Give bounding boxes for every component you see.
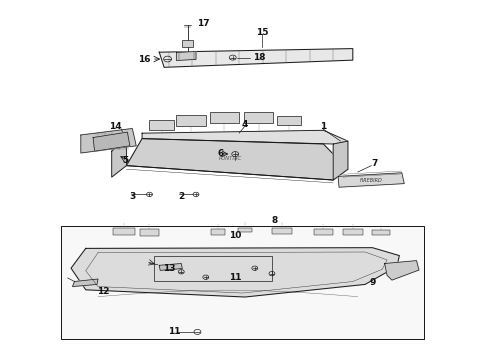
Polygon shape — [159, 49, 353, 67]
Text: 4: 4 — [242, 120, 248, 129]
Bar — [314, 229, 333, 235]
Polygon shape — [81, 129, 136, 153]
Polygon shape — [142, 130, 348, 144]
Polygon shape — [338, 173, 404, 187]
Text: 12: 12 — [97, 287, 109, 296]
Text: 8: 8 — [271, 216, 277, 225]
Polygon shape — [126, 139, 348, 180]
Bar — [210, 112, 239, 123]
Polygon shape — [112, 139, 126, 177]
Text: 15: 15 — [256, 28, 269, 37]
Bar — [277, 116, 301, 125]
Text: 11: 11 — [229, 274, 242, 282]
Bar — [211, 229, 225, 235]
Bar — [182, 40, 193, 47]
Polygon shape — [385, 261, 419, 280]
Text: FIREBIRD: FIREBIRD — [360, 177, 382, 183]
Text: 9: 9 — [369, 278, 376, 287]
Text: 10: 10 — [229, 231, 242, 240]
Text: 17: 17 — [197, 19, 210, 28]
Bar — [238, 228, 252, 232]
Bar — [272, 228, 292, 234]
Text: 16: 16 — [138, 55, 151, 64]
Bar — [176, 115, 206, 126]
Text: 11: 11 — [168, 328, 180, 336]
Bar — [372, 230, 390, 235]
Text: PONTIAC: PONTIAC — [219, 156, 242, 161]
Text: 7: 7 — [371, 159, 378, 168]
Polygon shape — [176, 51, 196, 60]
Polygon shape — [159, 264, 182, 270]
Polygon shape — [93, 132, 130, 151]
Text: 2: 2 — [178, 192, 184, 201]
Text: 14: 14 — [109, 122, 122, 131]
Bar — [244, 112, 273, 123]
Text: 18: 18 — [253, 53, 266, 62]
Polygon shape — [73, 279, 98, 287]
Text: 13: 13 — [163, 264, 175, 274]
Text: 6: 6 — [218, 149, 223, 158]
Polygon shape — [71, 248, 399, 297]
Bar — [343, 229, 363, 235]
Bar — [61, 226, 424, 339]
Text: 5: 5 — [122, 156, 128, 165]
Bar — [149, 120, 174, 130]
Polygon shape — [333, 141, 348, 180]
Bar — [113, 228, 135, 235]
Text: 1: 1 — [320, 122, 326, 131]
Text: 3: 3 — [129, 192, 135, 201]
Bar — [140, 229, 159, 236]
Bar — [154, 256, 272, 281]
